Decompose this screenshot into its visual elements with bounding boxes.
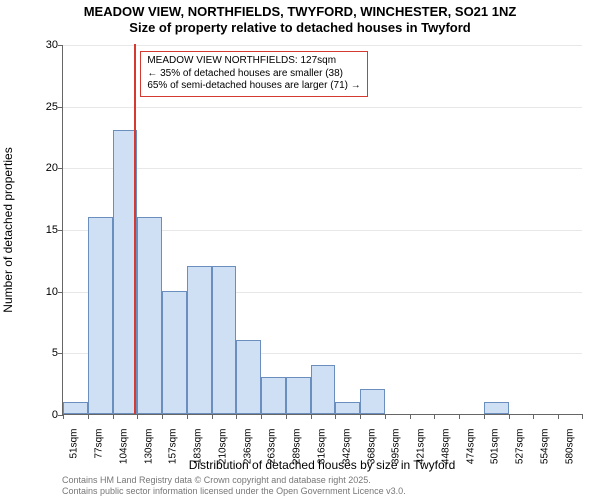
footnote-line-2: Contains public sector information licen… bbox=[62, 486, 406, 497]
x-tick-label: 236sqm bbox=[242, 429, 253, 477]
x-tick-label: 448sqm bbox=[440, 429, 451, 477]
histogram-bar bbox=[484, 402, 509, 414]
x-tick bbox=[459, 414, 460, 419]
gridline bbox=[63, 45, 582, 46]
y-tick-label: 20 bbox=[28, 162, 58, 174]
y-tick bbox=[58, 353, 63, 354]
gridline bbox=[63, 168, 582, 169]
x-tick-label: 554sqm bbox=[539, 429, 550, 477]
histogram-bar bbox=[212, 266, 237, 414]
histogram-bar bbox=[63, 402, 88, 414]
x-tick bbox=[162, 414, 163, 419]
x-tick-label: 395sqm bbox=[391, 429, 402, 477]
x-tick bbox=[261, 414, 262, 419]
x-tick bbox=[137, 414, 138, 419]
x-tick-label: 474sqm bbox=[465, 429, 476, 477]
plot-area: MEADOW VIEW NORTHFIELDS: 127sqm← 35% of … bbox=[62, 45, 582, 415]
footnote: Contains HM Land Registry data © Crown c… bbox=[62, 475, 406, 497]
x-tick-label: 342sqm bbox=[341, 429, 352, 477]
x-tick bbox=[533, 414, 534, 419]
x-tick-label: 77sqm bbox=[94, 429, 105, 477]
histogram-bar bbox=[261, 377, 286, 414]
histogram-bar bbox=[162, 291, 187, 414]
x-tick bbox=[113, 414, 114, 419]
histogram-bar bbox=[286, 377, 311, 414]
y-tick bbox=[58, 45, 63, 46]
marker-annotation: MEADOW VIEW NORTHFIELDS: 127sqm← 35% of … bbox=[140, 51, 367, 97]
histogram-bar bbox=[236, 340, 261, 414]
x-tick bbox=[434, 414, 435, 419]
y-tick-label: 30 bbox=[28, 39, 58, 51]
histogram-bar bbox=[187, 266, 212, 414]
y-tick bbox=[58, 107, 63, 108]
y-tick bbox=[58, 230, 63, 231]
x-tick-label: 527sqm bbox=[515, 429, 526, 477]
x-tick-label: 183sqm bbox=[193, 429, 204, 477]
x-tick-label: 421sqm bbox=[416, 429, 427, 477]
y-tick-label: 5 bbox=[28, 347, 58, 359]
chart-title: MEADOW VIEW, NORTHFIELDS, TWYFORD, WINCH… bbox=[0, 4, 600, 37]
x-tick-label: 130sqm bbox=[143, 429, 154, 477]
x-tick-label: 501sqm bbox=[490, 429, 501, 477]
x-tick-label: 580sqm bbox=[564, 429, 575, 477]
y-tick-label: 10 bbox=[28, 286, 58, 298]
x-tick-label: 368sqm bbox=[366, 429, 377, 477]
y-axis-label: Number of detached properties bbox=[1, 147, 15, 312]
histogram-bar bbox=[311, 365, 336, 414]
x-tick bbox=[212, 414, 213, 419]
x-tick-label: 316sqm bbox=[317, 429, 328, 477]
footnote-line-1: Contains HM Land Registry data © Crown c… bbox=[62, 475, 406, 486]
title-line-2: Size of property relative to detached ho… bbox=[0, 20, 600, 36]
y-tick-label: 15 bbox=[28, 224, 58, 236]
histogram-bar bbox=[88, 217, 113, 414]
x-tick bbox=[88, 414, 89, 419]
title-line-1: MEADOW VIEW, NORTHFIELDS, TWYFORD, WINCH… bbox=[0, 4, 600, 20]
histogram-bar bbox=[137, 217, 162, 414]
x-tick bbox=[410, 414, 411, 419]
x-tick bbox=[360, 414, 361, 419]
annotation-line: ← 35% of detached houses are smaller (38… bbox=[147, 68, 360, 81]
y-tick-label: 0 bbox=[28, 409, 58, 421]
x-tick bbox=[187, 414, 188, 419]
x-tick-label: 157sqm bbox=[168, 429, 179, 477]
histogram-bar bbox=[335, 402, 360, 414]
x-tick bbox=[236, 414, 237, 419]
x-tick bbox=[63, 414, 64, 419]
x-tick-label: 104sqm bbox=[118, 429, 129, 477]
gridline bbox=[63, 107, 582, 108]
x-tick-label: 210sqm bbox=[217, 429, 228, 477]
x-tick bbox=[311, 414, 312, 419]
marker-line bbox=[134, 44, 136, 414]
annotation-line: 65% of semi-detached houses are larger (… bbox=[147, 80, 360, 93]
histogram-bar bbox=[360, 389, 385, 414]
y-tick-label: 25 bbox=[28, 101, 58, 113]
y-tick bbox=[58, 168, 63, 169]
x-tick bbox=[335, 414, 336, 419]
annotation-line: MEADOW VIEW NORTHFIELDS: 127sqm bbox=[147, 55, 360, 68]
x-tick bbox=[286, 414, 287, 419]
x-tick bbox=[582, 414, 583, 419]
x-tick bbox=[509, 414, 510, 419]
y-tick bbox=[58, 292, 63, 293]
x-tick-label: 51sqm bbox=[69, 429, 80, 477]
chart-container: MEADOW VIEW, NORTHFIELDS, TWYFORD, WINCH… bbox=[0, 0, 600, 500]
x-tick bbox=[558, 414, 559, 419]
x-tick bbox=[484, 414, 485, 419]
x-tick bbox=[385, 414, 386, 419]
x-tick-label: 289sqm bbox=[292, 429, 303, 477]
x-tick-label: 263sqm bbox=[267, 429, 278, 477]
